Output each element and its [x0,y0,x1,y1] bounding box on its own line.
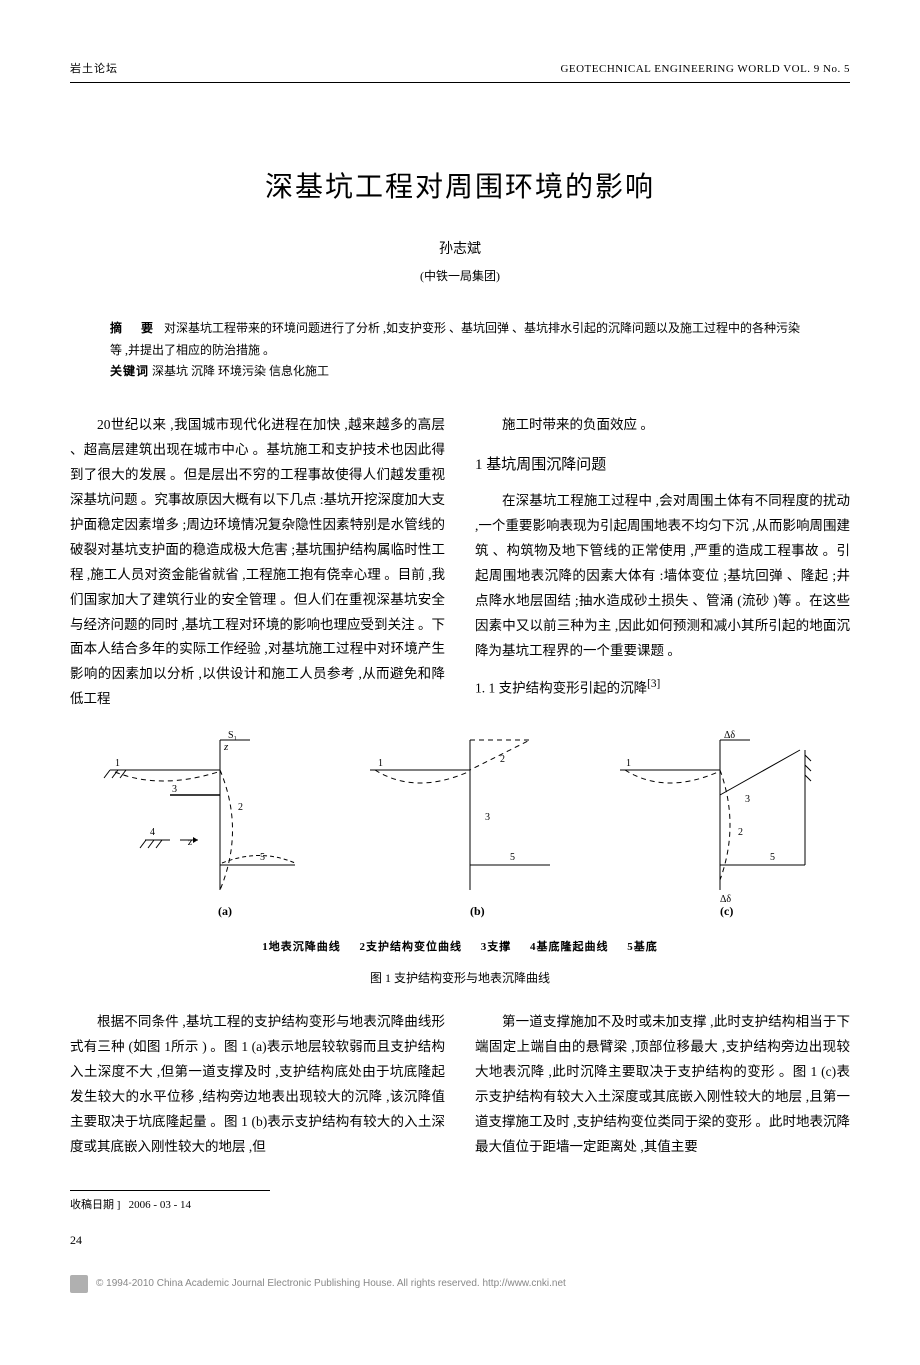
col-right-2: 第一道支撑施加不及时或未加支撑 ,此时支护结构相当于下端固定上端自由的悬臂梁 ,… [475,1010,850,1251]
body-columns-2: 根据不同条件 ,基坑工程的支护结构变形与地表沉降曲线形式有三种 (如图 1所示 … [70,1010,850,1251]
svg-text:S₁: S₁ [228,730,237,741]
article-title: 深基坑工程对周围环境的影响 [70,163,850,213]
svg-text:z: z [187,836,193,848]
abstract-block: 摘 要 对深基坑工程带来的环境问题进行了分析 ,如支护变形 、基坑回弹 、基坑排… [110,318,810,383]
figure-1: z 1 S₁ 3 4 z [70,730,850,989]
svg-text:5: 5 [260,852,265,863]
keywords-text: 深基坑 沉降 环境污染 信息化施工 [152,364,329,378]
header-rule [70,82,850,83]
intro-continue: 施工时带来的负面效应 。 [475,413,850,438]
subsection-1-1-title: 1. 1 支护结构变形引起的沉降[3] [475,674,850,701]
page-number: 24 [70,1229,445,1251]
pdf-icon [70,1275,88,1293]
svg-text:1: 1 [115,758,120,769]
figure-1-caption: 图 1 支护结构变形与地表沉降曲线 [70,968,850,990]
svg-text:(b): (b) [470,904,485,918]
page-header: 岩土论坛 GEOTECHNICAL ENGINEERING WORLD VOL.… [70,60,850,80]
svg-text:3: 3 [172,784,177,795]
section-1-title: 1 基坑周围沉降问题 [475,452,850,480]
copyright-text: © 1994-2010 China Academic Journal Elect… [96,1275,566,1293]
author: 孙志斌 [70,237,850,262]
svg-text:2: 2 [500,754,505,765]
svg-text:(c): (c) [720,904,733,918]
body2-right: 第一道支撑施加不及时或未加支撑 ,此时支护结构相当于下端固定上端自由的悬臂梁 ,… [475,1010,850,1160]
svg-text:5: 5 [770,852,775,863]
svg-text:2: 2 [738,827,743,838]
svg-text:3: 3 [745,794,750,805]
copyright-row: © 1994-2010 China Academic Journal Elect… [70,1275,850,1293]
svg-text:z: z [223,741,229,753]
body-columns-1: 20世纪以来 ,我国城市现代化进程在加快 ,越来越多的高层 、超高层建筑出现在城… [70,413,850,713]
affiliation: (中铁一局集团) [70,266,850,288]
col-right-1: 施工时带来的负面效应 。 1 基坑周围沉降问题 在深基坑工程施工过程中 ,会对周… [475,413,850,713]
abstract-text: 对深基坑工程带来的环境问题进行了分析 ,如支护变形 、基坑回弹 、基坑排水引起的… [110,321,800,357]
svg-text:3: 3 [485,812,490,823]
figure-1-svg: z 1 S₁ 3 4 z [70,730,850,930]
col-left-1: 20世纪以来 ,我国城市现代化进程在加快 ,越来越多的高层 、超高层建筑出现在城… [70,413,445,713]
svg-text:1: 1 [626,758,631,769]
abstract-row: 摘 要 对深基坑工程带来的环境问题进行了分析 ,如支护变形 、基坑回弹 、基坑排… [110,318,810,361]
svg-text:1: 1 [378,758,383,769]
header-left: 岩土论坛 [70,60,118,80]
section-1-text: 在深基坑工程施工过程中 ,会对周围土体有不同程度的扰动 ,一个重要影响表现为引起… [475,489,850,664]
footer-note: 收稿日期 ] 2006 - 03 - 14 [70,1190,270,1215]
svg-text:2: 2 [238,802,243,813]
svg-text:4: 4 [150,827,155,838]
keywords-label: 关键词 [110,364,149,378]
intro-paragraph: 20世纪以来 ,我国城市现代化进程在加快 ,越来越多的高层 、超高层建筑出现在城… [70,413,445,713]
svg-text:5: 5 [510,852,515,863]
svg-text:Δδ: Δδ [724,730,735,741]
figure-1-legend: 1地表沉降曲线 2支护结构变位曲线 3支撑 4基底隆起曲线 5基底 [70,938,850,958]
keywords-row: 关键词 深基坑 沉降 环境污染 信息化施工 [110,361,810,383]
col-left-2: 根据不同条件 ,基坑工程的支护结构变形与地表沉降曲线形式有三种 (如图 1所示 … [70,1010,445,1251]
body2-left: 根据不同条件 ,基坑工程的支护结构变形与地表沉降曲线形式有三种 (如图 1所示 … [70,1010,445,1160]
header-right: GEOTECHNICAL ENGINEERING WORLD VOL. 9 No… [560,60,850,80]
svg-text:(a): (a) [218,904,232,918]
abstract-label: 摘 要 [110,321,161,335]
